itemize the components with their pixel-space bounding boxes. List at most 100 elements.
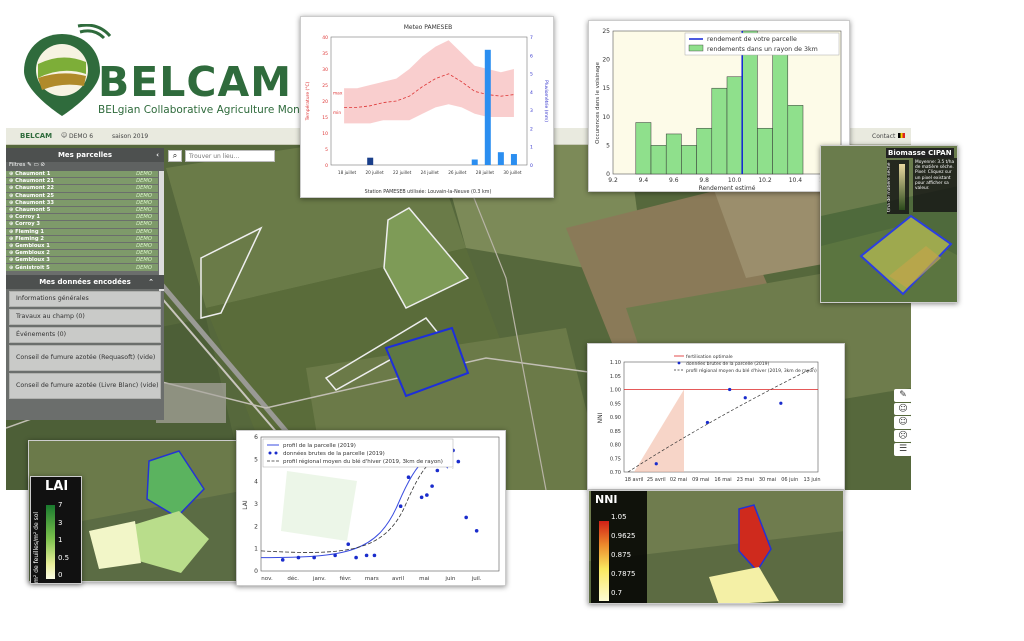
edit-icon[interactable]: ✎ <box>894 389 912 402</box>
legend-entry: fertilisation optimale <box>686 354 733 360</box>
y-tick-left: 20 <box>322 99 328 105</box>
legend-tick: 0.7875 <box>611 570 636 578</box>
sections-list: Informations générales Travaux au champ (… <box>6 290 164 399</box>
legend-entry: données brutes de la parcelle (2019) <box>283 450 385 457</box>
legend-box <box>262 438 454 468</box>
toolbar-brand[interactable]: BELCAM <box>20 132 53 140</box>
toolbar-season[interactable]: saison 2019 <box>112 133 149 140</box>
x-tick: 09 mai <box>692 477 709 483</box>
parcel-list: ⊕ Chaumont 1 DEMO ⊕ Chaumont 21 DEMO ⊕ Chaum… <box>6 171 158 272</box>
scrollbar[interactable] <box>159 171 164 291</box>
histogram-bar <box>757 127 773 175</box>
parcel-item[interactable]: ⊕ Chaumont 1 DEMO <box>6 171 158 179</box>
section-item[interactable]: Travaux au champ (0) <box>9 308 161 325</box>
legend-entry: données brutes de la parcelle (2019) <box>686 360 770 367</box>
toolbar-contact[interactable]: Contact <box>872 133 896 140</box>
x-tick: nov. <box>261 576 273 582</box>
parcels-header[interactable]: Mes parcelles ‹ <box>6 148 164 162</box>
y-tick-left: 5 <box>325 147 328 153</box>
legend-tick: 0.5 <box>58 553 70 562</box>
x-tick: 18 juillet <box>338 170 357 175</box>
rain-bar <box>471 159 478 165</box>
parcel-item[interactable]: ⊕ Chaumont 5 DEMO <box>6 206 158 215</box>
parcel-icon: ⊕ <box>9 171 16 178</box>
nni-legend: NNI 1.05 0.9625 0.875 0.7875 0.7 <box>591 491 647 603</box>
x-tick: mars <box>365 576 379 582</box>
legend-marker <box>677 361 681 365</box>
y-tick: 5 <box>606 142 610 149</box>
lai-point <box>425 493 429 497</box>
section-item[interactable]: Informations générales <box>9 290 161 307</box>
smile-icon[interactable]: ☺ <box>894 402 912 415</box>
parcel-item[interactable]: ⊕ Gembloux 3 DEMO <box>6 257 158 265</box>
parcel-icon: ⊕ <box>9 221 16 228</box>
histogram-bar <box>711 87 728 175</box>
user-icon[interactable]: ☺ <box>61 132 68 139</box>
section-item[interactable]: Conseil de fumure azotée (Requasoft) (vi… <box>9 344 161 371</box>
lai-legend-unit: m² de feuilles/m² de sol <box>33 511 40 583</box>
parcel-item[interactable]: ⊕ Génistroit 5 DEMO <box>6 264 158 272</box>
logo-pin-icon <box>24 23 112 116</box>
y-tick-right: 6 <box>530 53 533 59</box>
parcel-item[interactable]: ⊕ Fleming 2 DEMO <box>6 235 158 243</box>
y-tick-right: 3 <box>530 108 533 114</box>
y-tick: 5 <box>254 456 258 463</box>
sidebar: Mes parcelles ‹ Filtres ✎ ▭ ⊘ ⊕ Chaumont … <box>6 148 164 420</box>
parcel-item[interactable]: ⊕ Chaumont 22 DEMO <box>6 185 158 193</box>
parcel-item[interactable]: ⊕ Gembloux 2 DEMO <box>6 250 158 258</box>
parcel-item[interactable]: ⊕ Chaumont 21 DEMO <box>6 178 158 186</box>
section-item[interactable]: Événements (0) <box>9 326 161 343</box>
lai-point <box>346 542 351 546</box>
parcel-icon: ⊕ <box>9 178 16 185</box>
x-label: Rendement estimé <box>699 185 756 192</box>
section-item[interactable]: Conseil de fumure azotée (Livre Blanc) (… <box>9 372 161 399</box>
x-tick: déc. <box>287 575 299 582</box>
y-tick: 0.85 <box>610 429 621 435</box>
y-tick: 2 <box>254 523 258 530</box>
parcel-icon: ⊕ <box>9 264 16 271</box>
nni-point <box>743 396 747 400</box>
parcel-item[interactable]: ⊕ Corroy 3 DEMO <box>6 221 158 229</box>
toolbar-user[interactable]: DEMO 6 <box>69 133 94 140</box>
chevron-up-icon[interactable]: ⌃ <box>148 277 154 286</box>
nni-map-panel: NNI 1.05 0.9625 0.875 0.7875 0.7 <box>588 490 844 604</box>
filter-icon[interactable]: ✎ ▭ ⊘ <box>27 162 46 168</box>
x-tick: 20 juillet <box>365 170 384 175</box>
search-icon[interactable]: ⌕ <box>168 150 182 162</box>
neutral-icon[interactable]: ☺ <box>894 416 912 429</box>
lai-point <box>456 459 461 464</box>
legend-tick: 0 <box>58 571 63 579</box>
y-tick: 1.10 <box>610 360 621 366</box>
nni-point <box>779 401 783 405</box>
filters-label[interactable]: Filtres <box>9 162 26 168</box>
lai-point <box>333 553 337 558</box>
y-tick-left: 35 <box>322 51 328 57</box>
parcel-item[interactable]: ⊕ Corroy 1 DEMO <box>6 214 158 222</box>
search-input[interactable] <box>185 150 275 162</box>
x-tick: 10.2 <box>758 177 772 184</box>
sad-icon[interactable]: ☹ <box>894 429 912 442</box>
nni-point <box>705 420 710 425</box>
map-tools: ✎ ☺ ☺ ☹ ☰ <box>894 388 912 478</box>
chevron-left-icon[interactable]: ‹ <box>156 151 159 159</box>
menu-icon[interactable]: ☰ <box>894 443 912 456</box>
flag-icon[interactable] <box>898 133 905 138</box>
parcel-item[interactable]: ⊕ Chaumont 33 DEMO <box>6 199 158 207</box>
x-tick: 06 juin <box>781 477 798 483</box>
histogram-bar <box>726 76 743 175</box>
data-header[interactable]: Mes données encodées ⌃ <box>6 274 164 289</box>
x-tick: 28 juillet <box>476 170 495 175</box>
legend-marker <box>268 451 272 455</box>
parcel-item[interactable]: ⊕ Fleming 1 DEMO <box>6 228 158 236</box>
parcel-item[interactable]: ⊕ Chaumont 25 DEMO <box>6 192 158 200</box>
nni-chart: 0.70 0.75 0.80 0.85 0.90 0.95 1.00 1.05 1.10 18 a… <box>588 344 844 489</box>
parcel-item[interactable]: ⊕ Gembloux 1 DEMO <box>6 242 158 251</box>
y-tick: 3 <box>254 501 258 508</box>
x-tick: mai <box>419 576 430 582</box>
y-tick: 25 <box>602 28 610 35</box>
lai-point <box>419 495 424 500</box>
y-tick-right: 2 <box>530 126 533 132</box>
lai-overlay <box>281 471 357 541</box>
y-tick-left: 30 <box>322 67 328 73</box>
y-tick: 1 <box>254 546 258 553</box>
